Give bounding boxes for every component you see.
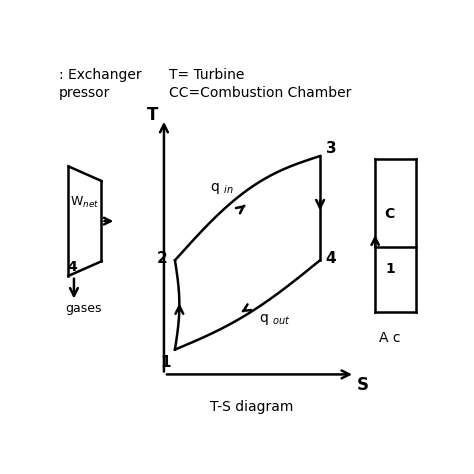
Text: : Exchanger: : Exchanger — [59, 68, 142, 82]
Text: 4: 4 — [67, 260, 77, 274]
Text: CC=Combustion Chamber: CC=Combustion Chamber — [169, 86, 352, 100]
Text: 1: 1 — [385, 262, 395, 275]
Text: 4: 4 — [326, 251, 337, 266]
Text: C: C — [385, 207, 395, 221]
Text: 1: 1 — [161, 355, 171, 370]
Text: A c: A c — [379, 331, 401, 345]
Text: 3: 3 — [326, 141, 337, 156]
Text: S: S — [356, 376, 368, 394]
Text: T: T — [147, 106, 159, 124]
Text: T-S diagram: T-S diagram — [210, 400, 294, 414]
Text: T= Turbine: T= Turbine — [169, 68, 245, 82]
Text: W$_{net}$: W$_{net}$ — [70, 195, 100, 210]
Text: gases: gases — [65, 302, 101, 315]
Text: pressor: pressor — [59, 86, 110, 100]
Text: q $_{out}$: q $_{out}$ — [259, 312, 291, 328]
Text: 2: 2 — [157, 251, 167, 266]
Text: q $_{in}$: q $_{in}$ — [210, 181, 233, 196]
